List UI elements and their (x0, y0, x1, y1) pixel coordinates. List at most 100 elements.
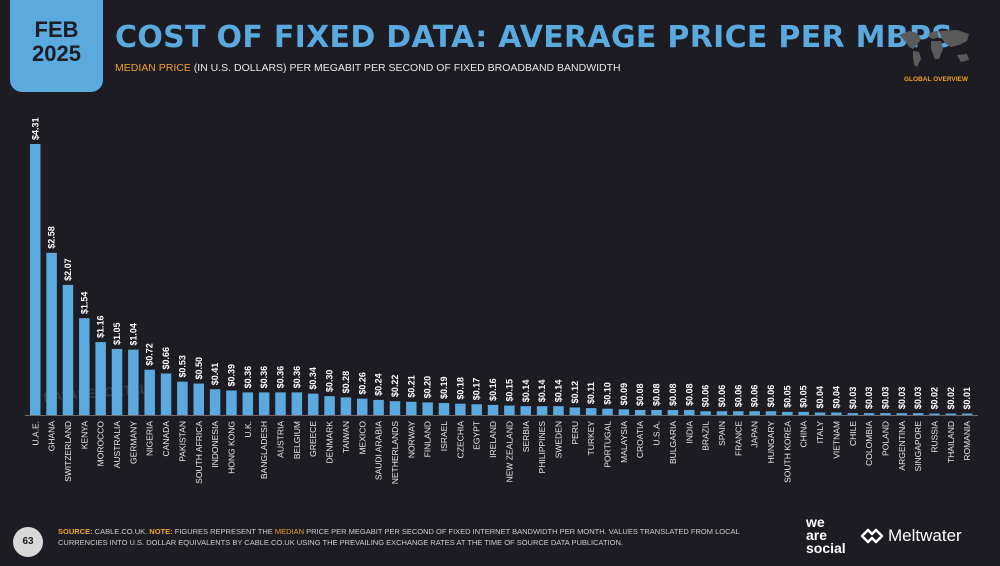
date-month: FEB (34, 17, 79, 42)
data-label-41: $0.06 (701, 385, 711, 408)
bar-10 (193, 383, 204, 415)
data-label-1: $2.58 (47, 226, 57, 249)
bar-56 (945, 413, 957, 415)
bar-14 (258, 392, 270, 415)
category-label-4: MOROCCO (96, 421, 106, 467)
page-subtitle: MEDIAN PRICE (IN U.S. DOLLARS) PER MEGAB… (115, 62, 621, 74)
brand-line-3: social (806, 540, 846, 556)
category-label-8: CANADA (161, 421, 171, 457)
bar-30 (520, 406, 531, 415)
data-label-46: $0.05 (782, 385, 792, 408)
data-label-31: $0.14 (537, 380, 547, 403)
data-label-38: $0.08 (652, 383, 662, 406)
meltwater-name: Meltwater (888, 526, 962, 545)
category-label-23: NORWAY (406, 421, 416, 458)
page-number: 63 (13, 527, 43, 557)
bar-11 (209, 389, 221, 415)
world-map-icon (899, 30, 969, 67)
category-label-45: HUNGARY (766, 421, 776, 464)
data-label-53: $0.03 (897, 387, 907, 410)
bar-3 (79, 318, 90, 415)
bar-2 (62, 284, 74, 415)
category-label-14: BANGLADESH (259, 421, 269, 479)
bar-35 (602, 408, 613, 415)
bar-18 (324, 396, 335, 415)
category-label-52: POLAND (880, 421, 890, 456)
category-label-41: BRAZIL (701, 421, 711, 451)
bar-49 (831, 412, 842, 415)
category-label-51: COLOMBIA (864, 421, 874, 466)
data-label-40: $0.08 (684, 383, 694, 406)
data-label-35: $0.10 (603, 382, 613, 405)
bar-6 (128, 349, 139, 415)
data-label-2: $2.07 (63, 258, 73, 281)
page-title: COST OF FIXED DATA: AVERAGE PRICE PER MB… (115, 20, 954, 55)
category-label-55: RUSSIA (930, 421, 940, 453)
bar-19 (340, 397, 352, 415)
data-label-19: $0.28 (341, 371, 351, 394)
category-label-29: NEW ZEALAND (504, 421, 514, 482)
category-label-0: U.A.E. (30, 421, 40, 446)
category-label-6: GERMANY (128, 421, 138, 464)
data-label-17: $0.34 (308, 367, 318, 390)
data-label-21: $0.24 (374, 373, 384, 396)
category-label-1: GHANA (47, 421, 57, 452)
data-label-51: $0.03 (864, 387, 874, 410)
bar-51 (863, 413, 875, 415)
data-label-16: $0.36 (292, 366, 302, 389)
data-label-49: $0.04 (831, 386, 841, 409)
note-key: NOTE: (149, 527, 173, 536)
data-label-28: $0.16 (488, 378, 498, 401)
category-label-17: GREECE (308, 421, 318, 457)
meltwater-icon (860, 528, 884, 544)
bar-9 (177, 381, 188, 415)
bar-48 (814, 412, 826, 415)
category-label-2: SWITZERLAND (63, 421, 73, 482)
subtitle-rest: (IN U.S. DOLLARS) PER MEGABIT PER SECOND… (190, 62, 621, 74)
data-label-36: $0.09 (619, 383, 629, 406)
brand-line-1: we (806, 514, 825, 530)
category-label-16: BELGIUM (292, 421, 302, 459)
bar-40 (684, 409, 695, 415)
we-are-social-logo: we are social (806, 514, 846, 556)
category-label-28: IRELAND (488, 421, 498, 458)
bar-36 (618, 409, 630, 415)
data-label-39: $0.08 (668, 383, 678, 406)
category-label-37: CROATIA (635, 421, 645, 458)
bar-1 (46, 252, 57, 415)
bar-52 (880, 413, 891, 415)
bar-42 (716, 411, 728, 415)
data-label-20: $0.26 (357, 372, 367, 395)
date-year: 2025 (32, 41, 81, 66)
category-label-34: TURKEY (586, 421, 596, 456)
category-label-20: MEXICO (357, 421, 367, 455)
data-label-5: $1.05 (112, 322, 122, 345)
category-label-9: PAKISTAN (177, 421, 187, 462)
data-label-14: $0.36 (259, 366, 269, 389)
footer-note: SOURCE: CABLE.CO.UK. NOTE: FIGURES REPRE… (58, 526, 778, 548)
source-text: CABLE.CO.UK. (92, 527, 150, 536)
bar-44 (749, 411, 760, 415)
category-label-10: SOUTH AFRICA (194, 421, 204, 484)
bar-22 (389, 401, 401, 415)
source-key: SOURCE: (58, 527, 93, 536)
bar-29 (504, 405, 515, 415)
data-label-42: $0.06 (717, 385, 727, 408)
bar-38 (651, 409, 662, 415)
data-label-48: $0.04 (815, 386, 825, 409)
bar-54 (912, 413, 924, 415)
category-label-33: PERU (570, 421, 580, 445)
bar-chart: DATAREPORTAL$4.31U.A.E.$2.58GHANA$2.07SW… (25, 117, 978, 484)
category-label-49: VIETNAM (831, 421, 841, 459)
data-label-34: $0.11 (586, 382, 596, 404)
note-highlight: MEDIAN (274, 527, 305, 536)
category-label-50: CHILE (848, 421, 858, 446)
data-label-13: $0.36 (243, 366, 253, 389)
data-label-10: $0.50 (194, 357, 204, 380)
bar-34 (585, 408, 597, 415)
category-label-31: PHILIPPINES (537, 421, 547, 474)
category-label-57: ROMANIA (962, 421, 972, 461)
category-label-53: ARGENTINA (897, 421, 907, 471)
category-label-39: BULGARIA (668, 421, 678, 464)
bar-17 (307, 393, 319, 415)
